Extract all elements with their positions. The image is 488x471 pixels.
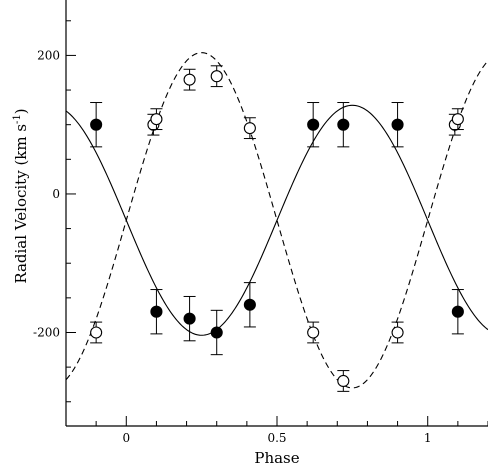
model-curves: [66, 52, 488, 389]
secondary-star-curve: [66, 52, 488, 389]
open-marker: [307, 326, 320, 339]
filled-data-point: [243, 282, 256, 328]
filled-marker: [243, 298, 256, 311]
open-marker: [391, 326, 404, 339]
open-marker: [337, 374, 350, 388]
open-marker: [243, 122, 256, 135]
filled-marker: [210, 326, 223, 339]
filled-marker: [391, 118, 404, 131]
open-data-point: [243, 117, 256, 140]
y-axis-label: Radial Velocity (km s-1): [12, 108, 30, 283]
filled-data-point: [150, 289, 163, 335]
y-tick-label: 200: [37, 48, 60, 62]
open-marker: [210, 70, 223, 83]
x-tick-label: 1: [424, 431, 432, 445]
filled-data-point: [90, 102, 103, 148]
open-data-point: [183, 68, 196, 91]
open-data-point: [150, 108, 163, 131]
open-data-point: [90, 321, 103, 344]
open-data-point: [337, 370, 350, 392]
y-axis-label-superscript: -1: [12, 114, 23, 124]
filled-marker: [451, 305, 464, 318]
filled-data-point: [210, 309, 223, 356]
y-axis-label-text: Radial Velocity (km s: [12, 124, 30, 284]
y-tick-label: -200: [33, 325, 60, 339]
open-data-point: [307, 321, 320, 344]
filled-data-point: [451, 289, 464, 335]
open-marker: [150, 113, 163, 126]
filled-marker: [150, 305, 163, 318]
data-points: [90, 65, 464, 392]
y-tick-label: 0: [52, 187, 60, 201]
filled-data-point: [337, 102, 350, 148]
axis-ticks: 0 0.5 1 -200 0 200: [33, 20, 488, 445]
primary-star-curve: [66, 104, 488, 336]
filled-data-point: [183, 295, 196, 342]
filled-data-point: [307, 102, 320, 148]
y-axis-label-close: ): [12, 108, 30, 114]
open-data-point: [210, 65, 223, 88]
open-marker: [90, 326, 103, 339]
open-marker: [183, 73, 196, 86]
x-tick-label: 0: [122, 431, 130, 445]
x-tick-label: 0.5: [267, 431, 286, 445]
filled-marker: [90, 118, 103, 131]
x-axis-label: Phase: [254, 449, 299, 467]
open-data-point: [451, 108, 464, 131]
plot-area: [66, 52, 488, 392]
filled-marker: [337, 118, 350, 131]
open-data-point: [391, 321, 404, 344]
filled-data-point: [391, 102, 404, 148]
filled-marker: [307, 118, 320, 131]
open-marker: [451, 113, 464, 126]
filled-marker: [183, 312, 196, 325]
